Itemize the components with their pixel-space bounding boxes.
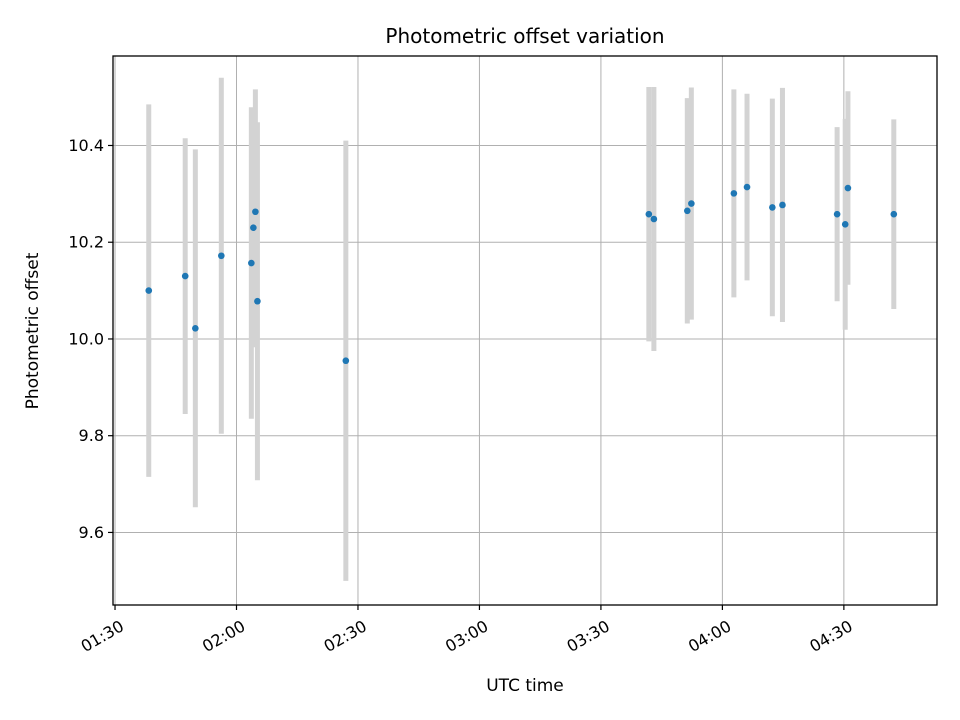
x-axis-label: UTC time — [486, 676, 564, 696]
data-point — [833, 210, 841, 218]
y-tick-label: 10.2 — [68, 233, 104, 252]
data-point — [145, 287, 153, 294]
data-point — [743, 183, 751, 191]
y-tick-label: 10.0 — [68, 329, 104, 348]
data-point — [181, 272, 189, 280]
data-point — [248, 259, 255, 267]
data-point — [218, 252, 225, 260]
data-point — [684, 207, 691, 215]
y-axis-label: Photometric offset — [23, 252, 43, 409]
data-point — [769, 204, 776, 211]
y-tick-label: 9.6 — [79, 523, 104, 542]
plot-frame — [112, 55, 938, 606]
data-point — [650, 215, 658, 223]
data-point — [688, 200, 695, 207]
data-point — [250, 224, 257, 232]
data-point — [779, 201, 786, 209]
data-point — [730, 190, 738, 197]
data-point — [254, 297, 261, 305]
y-axis-ticks: 9.6 9.8 10.0 10.2 10.4 — [68, 136, 113, 542]
y-tick-label: 10.4 — [68, 136, 104, 155]
data-point — [252, 208, 259, 216]
data-point — [844, 184, 852, 192]
data-point — [342, 357, 350, 365]
y-tick-label: 9.8 — [79, 426, 104, 445]
chart-title: Photometric offset variation — [385, 24, 664, 48]
data-point — [890, 210, 898, 218]
data-points — [145, 183, 898, 365]
data-point — [645, 210, 653, 218]
data-point — [841, 221, 849, 228]
data-point — [192, 325, 199, 332]
